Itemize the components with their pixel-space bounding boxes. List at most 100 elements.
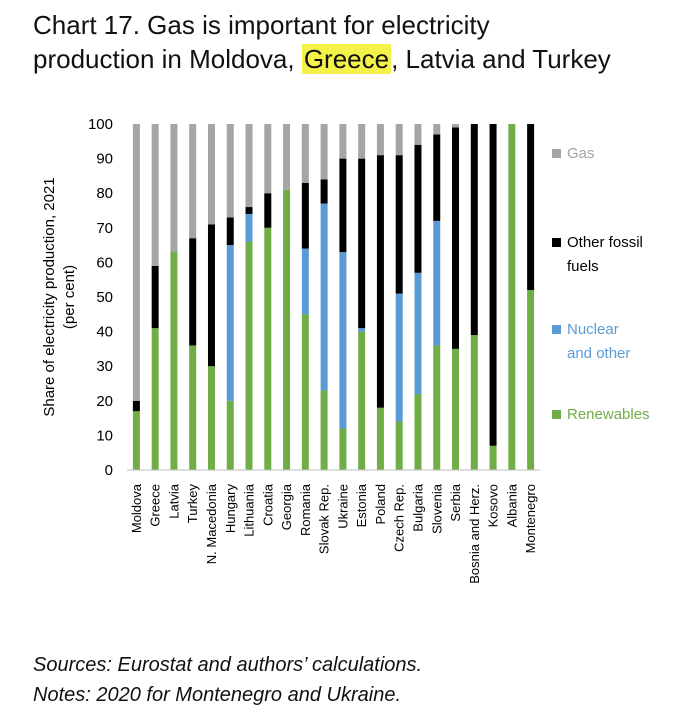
bar-ukraine-renewables (339, 428, 347, 470)
legend: Gas Other fossil fuels Nuclear and other Rene… (552, 145, 650, 423)
bar-kosovo-renewables (489, 445, 497, 470)
y-tick-label-10: 10 (96, 427, 113, 444)
bar-greece-gas (151, 124, 159, 266)
x-tick-label-moldova: Moldova (129, 483, 144, 533)
bar-bulgaria-gas (414, 124, 422, 145)
x-tick-label-poland: Poland (373, 484, 388, 524)
bar-czech-rep-gas (395, 124, 403, 156)
x-tick-label-georgia: Georgia (279, 483, 294, 530)
bar-serbia-renewables (452, 348, 460, 470)
title-line-2-end: , Latvia and Turkey (391, 44, 611, 74)
legend-label-other-fossil-fuels: Other fossil fuels (567, 234, 643, 275)
bar-montenegro-other-fossil-fuels (527, 124, 535, 291)
bar-slovenia-other-fossil-fuels (433, 134, 441, 221)
y-tick-label-40: 40 (96, 324, 113, 341)
sources-note: Sources: Eurostat and authors’ calculati… (33, 654, 423, 676)
bar-serbia-gas (452, 124, 460, 128)
bar-latvia-gas (170, 124, 178, 253)
bar-slovak-rep-gas (320, 124, 328, 180)
x-tick-label-slovak-rep: Slovak Rep. (317, 484, 332, 554)
bar-turkey-renewables (189, 345, 197, 470)
x-tick-label-n-macedonia: N. Macedonia (204, 483, 219, 564)
bar-albania-renewables (508, 124, 516, 470)
x-tick-label-ukraine: Ukraine (335, 484, 350, 529)
bar-turkey-gas (189, 124, 197, 239)
bar-bulgaria-nuclear-and-other (414, 272, 422, 394)
bar-montenegro-renewables (527, 290, 535, 470)
legend-label-renewables: Renewables (567, 406, 650, 423)
bar-kosovo-other-fossil-fuels (489, 124, 497, 446)
bar-slovak-rep-renewables (320, 390, 328, 470)
bar-romania-renewables (301, 314, 309, 470)
bar-czech-rep-nuclear-and-other (395, 293, 403, 422)
bar-moldova-renewables (132, 411, 140, 470)
bar-romania-other-fossil-fuels (301, 182, 309, 249)
x-tick-label-albania: Albania (504, 483, 519, 527)
x-tick-label-croatia: Croatia (260, 483, 275, 526)
x-tick-label-bulgaria: Bulgaria (410, 483, 425, 531)
bar-greece-other-fossil-fuels (151, 265, 159, 329)
bar-croatia-gas (264, 124, 272, 194)
legend-label-gas: Gas (567, 145, 595, 162)
bar-slovak-rep-nuclear-and-other (320, 203, 328, 391)
x-tick-label-romania: Romania (298, 483, 313, 536)
bar-estonia-renewables (358, 331, 366, 470)
y-tick-label-100: 100 (88, 116, 113, 133)
data-note: Notes: 2020 for Montenegro and Ukraine. (33, 684, 401, 706)
bar-poland-gas (376, 124, 384, 156)
bar-bulgaria-other-fossil-fuels (414, 144, 422, 273)
bar-bosnia-and-herz-renewables (470, 335, 478, 470)
y-tick-label-0: 0 (105, 462, 113, 479)
bar-lithuania-gas (245, 124, 253, 208)
y-tick-label-60: 60 (96, 254, 113, 271)
bar-slovenia-nuclear-and-other (433, 220, 441, 346)
y-tick-label-30: 30 (96, 358, 113, 375)
bar-poland-renewables (376, 407, 384, 470)
title-line-2-start: production in Moldova, (33, 44, 302, 74)
bar-bulgaria-renewables (414, 393, 422, 470)
bar-georgia-gas (283, 124, 291, 190)
bar-greece-renewables (151, 328, 159, 470)
y-tick-label-80: 80 (96, 185, 113, 202)
x-tick-label-turkey: Turkey (185, 484, 200, 524)
legend-label-nuclear-and-other: Nuclear and other (567, 321, 630, 362)
bar-ukraine-other-fossil-fuels (339, 158, 347, 253)
x-tick-label-serbia: Serbia (448, 483, 463, 521)
bar-n-macedonia-other-fossil-fuels (207, 224, 215, 367)
bar-turkey-other-fossil-fuels (189, 238, 197, 346)
bar-moldova-gas (132, 124, 140, 401)
x-tick-label-slovenia: Slovenia (429, 483, 444, 534)
stacked-bar-chart: Moldova Greece Latvia Turkey N. Macedonia Hun… (41, 116, 650, 584)
legend-swatch-nuclear-and-other (552, 325, 561, 334)
x-tick-label-greece: Greece (148, 484, 163, 527)
bar-slovak-rep-other-fossil-fuels (320, 179, 328, 204)
bar-slovenia-gas (433, 124, 441, 135)
x-tick-label-latvia: Latvia (166, 483, 181, 518)
bar-latvia-renewables (170, 252, 178, 470)
bar-n-macedonia-renewables (207, 366, 215, 470)
bar-hungary-other-fossil-fuels (226, 217, 234, 246)
bar-slovenia-renewables (433, 345, 441, 470)
bar-n-macedonia-gas (207, 124, 215, 225)
chart-title: Chart 17. Gas is important for electrici… (33, 8, 673, 76)
x-tick-label-lithuania: Lithuania (242, 483, 257, 537)
title-line-1: Chart 17. Gas is important for electrici… (33, 10, 490, 40)
bar-georgia-renewables (283, 189, 291, 470)
bar-hungary-renewables (226, 400, 234, 470)
bar-estonia-other-fossil-fuels (358, 158, 366, 329)
x-tick-label-kosovo: Kosovo (486, 484, 501, 527)
title-highlight-greece: Greece (301, 44, 392, 74)
bar-czech-rep-renewables (395, 421, 403, 470)
bar-hungary-gas (226, 124, 234, 218)
bar-ukraine-gas (339, 124, 347, 159)
bar-croatia-other-fossil-fuels (264, 193, 272, 228)
y-axis-label: Share of electricity production, 2021 (pe… (41, 177, 78, 416)
x-tick-label-bosnia-and-herz: Bosnia and Herz. (467, 484, 482, 584)
axes: Moldova Greece Latvia Turkey N. Macedonia Hun… (41, 116, 540, 584)
bar-serbia-other-fossil-fuels (452, 127, 460, 349)
legend-swatch-other-fossil-fuels (552, 238, 561, 247)
legend-swatch-gas (552, 149, 561, 158)
chart-notes: Sources: Eurostat and authors’ calculati… (33, 650, 673, 710)
legend-swatch-renewables (552, 410, 561, 419)
bar-bosnia-and-herz-other-fossil-fuels (470, 124, 478, 336)
